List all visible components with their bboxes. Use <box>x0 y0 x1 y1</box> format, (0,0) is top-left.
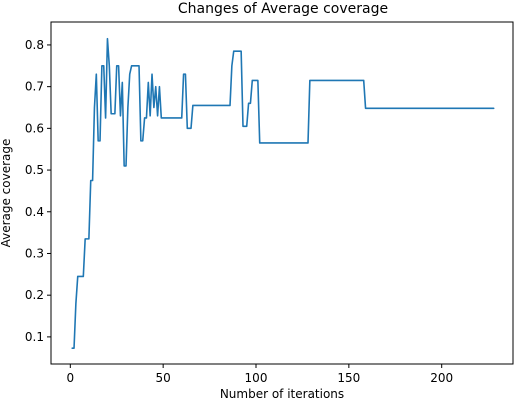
y-tick-label: 0.8 <box>25 38 44 52</box>
plot-frame <box>50 21 514 365</box>
y-tick-label: 0.1 <box>25 330 44 344</box>
x-tick-label: 50 <box>156 371 171 385</box>
y-tick-label: 0.6 <box>25 121 44 135</box>
y-axis-ticks: 0.1 0.2 0.3 0.4 0.5 0.6 0.7 0.8 <box>25 38 51 344</box>
x-axis-ticks: 0 50 100 150 200 <box>66 364 453 385</box>
x-tick-label: 200 <box>430 371 453 385</box>
y-axis-label: Average coverage <box>0 139 13 248</box>
x-tick-label: 150 <box>337 371 360 385</box>
y-tick-label: 0.2 <box>25 288 44 302</box>
y-tick-label: 0.7 <box>25 80 44 94</box>
x-axis-label: Number of iterations <box>220 387 344 401</box>
y-tick-label: 0.5 <box>25 163 44 177</box>
y-tick-label: 0.4 <box>25 205 44 219</box>
x-tick-label: 100 <box>245 371 268 385</box>
y-tick-label: 0.3 <box>25 246 44 260</box>
plot-series <box>71 37 495 349</box>
chart-title: Changes of Average coverage <box>178 1 388 17</box>
series-line-0 <box>71 37 495 349</box>
x-tick-label: 0 <box>66 371 74 385</box>
